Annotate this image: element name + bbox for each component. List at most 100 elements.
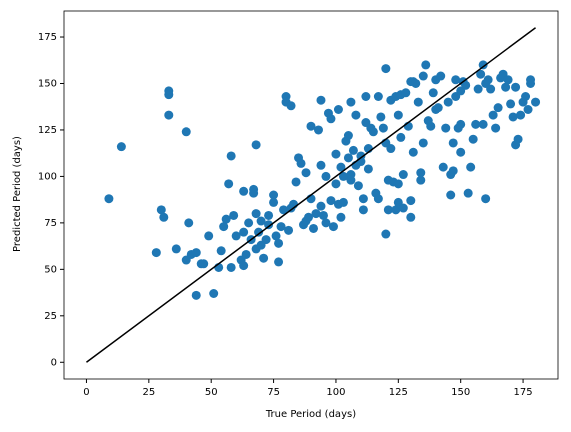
- point: [398, 170, 408, 180]
- point: [393, 110, 403, 120]
- point: [361, 91, 371, 101]
- point: [393, 179, 403, 189]
- point: [456, 147, 466, 157]
- point: [378, 123, 388, 133]
- point: [398, 203, 408, 213]
- point: [301, 168, 311, 178]
- y-tick-label: 25: [44, 311, 57, 322]
- point: [291, 177, 301, 187]
- point: [396, 132, 406, 142]
- point: [159, 212, 169, 222]
- point: [224, 179, 234, 189]
- point: [503, 75, 513, 85]
- point: [331, 149, 341, 159]
- point: [521, 91, 531, 101]
- point: [343, 131, 353, 141]
- y-tick-label: 175: [38, 32, 57, 43]
- point: [308, 223, 318, 233]
- point: [251, 140, 261, 150]
- point: [376, 112, 386, 122]
- point: [523, 105, 533, 115]
- point: [346, 97, 356, 107]
- point: [239, 227, 249, 237]
- point: [473, 84, 483, 94]
- point: [373, 194, 383, 204]
- point: [199, 259, 209, 269]
- point: [204, 231, 214, 241]
- point: [358, 205, 368, 215]
- point: [421, 60, 431, 70]
- point: [451, 75, 461, 85]
- x-tick-label: 150: [451, 387, 470, 398]
- point: [171, 244, 181, 254]
- point: [478, 60, 488, 70]
- point: [373, 91, 383, 101]
- point: [156, 205, 166, 215]
- point: [471, 119, 481, 129]
- point: [491, 123, 501, 133]
- point: [368, 127, 378, 137]
- point: [276, 222, 286, 232]
- point: [408, 147, 418, 157]
- point: [513, 134, 523, 144]
- point: [338, 197, 348, 207]
- point: [401, 88, 411, 98]
- point: [284, 225, 294, 235]
- point: [418, 71, 428, 81]
- point: [443, 97, 453, 107]
- point: [316, 160, 326, 170]
- point: [209, 289, 219, 299]
- point: [486, 84, 496, 94]
- point: [271, 231, 281, 241]
- point: [426, 121, 436, 131]
- x-axis-label: True Period (days): [265, 409, 356, 420]
- point: [416, 175, 426, 185]
- point: [321, 171, 331, 181]
- point: [274, 257, 284, 267]
- point: [346, 175, 356, 185]
- point: [351, 110, 361, 120]
- point: [448, 138, 458, 148]
- point: [311, 209, 321, 219]
- point: [191, 248, 201, 258]
- point: [226, 262, 236, 272]
- x-tick-label: 125: [389, 387, 408, 398]
- point: [336, 212, 346, 222]
- point: [406, 196, 416, 206]
- point: [318, 210, 328, 220]
- point: [251, 209, 261, 219]
- y-tick-label: 75: [44, 218, 57, 229]
- y-tick-label: 50: [44, 264, 57, 275]
- point: [381, 64, 391, 74]
- plot-frame: [63, 10, 559, 380]
- y-tick-label: 150: [38, 78, 57, 89]
- x-tick-label: 75: [267, 387, 280, 398]
- point: [261, 235, 271, 245]
- point: [164, 90, 174, 100]
- point: [413, 97, 423, 107]
- point: [478, 119, 488, 129]
- point: [226, 151, 236, 161]
- point: [256, 216, 266, 226]
- point: [383, 205, 393, 215]
- point: [466, 162, 476, 172]
- point: [338, 171, 348, 181]
- point: [326, 114, 336, 124]
- point: [259, 253, 269, 263]
- point: [216, 246, 226, 256]
- point: [333, 105, 343, 115]
- point: [506, 99, 516, 109]
- point: [531, 97, 541, 107]
- point: [181, 127, 191, 137]
- x-tick-label: 0: [83, 387, 89, 398]
- point: [348, 145, 358, 155]
- point: [279, 205, 289, 215]
- point: [219, 222, 229, 232]
- point: [501, 82, 511, 92]
- point: [441, 123, 451, 133]
- y-axis-label: Predicted Period (days): [12, 136, 23, 252]
- point: [304, 212, 314, 222]
- point: [241, 249, 251, 259]
- y-tick-label: 0: [51, 357, 57, 368]
